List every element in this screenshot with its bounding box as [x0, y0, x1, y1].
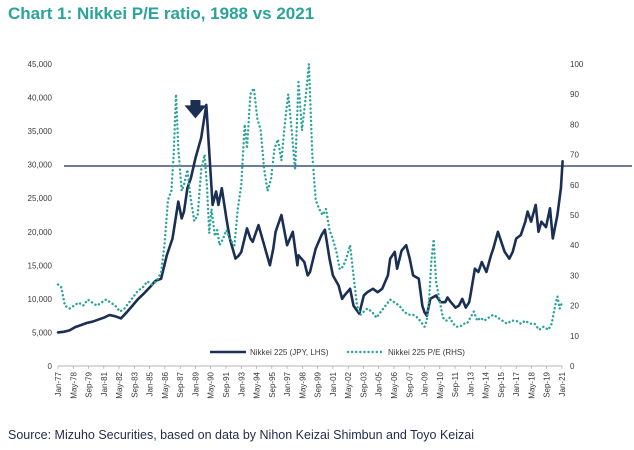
- series-pe-line: [56, 62, 564, 331]
- x-tick-label: May-06: [390, 371, 399, 398]
- annotation-layer: [184, 100, 207, 119]
- chart-svg: 0 5,000 10,000 15,000 20,000 25,000 30,000 35,0…: [28, 60, 632, 399]
- series-layer: [56, 62, 564, 334]
- x-tick-label: May-86: [161, 371, 170, 398]
- source-note: Source: Mizuho Securities, based on data…: [8, 428, 475, 442]
- x-tick-label: Jan-09: [421, 371, 430, 396]
- y-left-tick-label: 45,000: [28, 60, 53, 69]
- y-right-tick-label: 0: [570, 362, 575, 371]
- x-tick-label: May-82: [115, 371, 124, 398]
- x-tick-label: Sep-03: [359, 371, 368, 397]
- y-right-tick-label: 10: [570, 332, 579, 341]
- x-tick-label: Sep-87: [176, 371, 185, 397]
- x-tick-label: Sep-11: [451, 371, 460, 397]
- y-left-tick-label: 25,000: [28, 194, 53, 203]
- y-right-tick-label: 30: [570, 271, 579, 280]
- y-right-tick-label: 40: [570, 241, 579, 250]
- x-tick-label: May-98: [298, 371, 307, 398]
- y-right-tick-label: 80: [570, 120, 579, 129]
- series-nikkei-line: [56, 103, 564, 334]
- y-left-tick-label: 5,000: [32, 328, 53, 337]
- axes-layer: 0 5,000 10,000 15,000 20,000 25,000 30,000 35,0…: [28, 60, 632, 399]
- legend-layer: Nikkei 225 (JPY, LHS) Nikkei 225 P/E (RHS…: [210, 348, 465, 357]
- x-tick-label: Sep-91: [222, 371, 231, 397]
- x-tick-label: May-90: [207, 371, 216, 398]
- x-tick-label: Sep-07: [405, 371, 414, 397]
- chart-title: Chart 1: Nikkei P/E ratio, 1988 vs 2021: [8, 4, 315, 23]
- y-right-tick-label: 60: [570, 181, 579, 190]
- y-right-tick-label: 100: [570, 60, 584, 69]
- y-right-tick-label: 50: [570, 211, 579, 220]
- y-right-tick-label: 70: [570, 151, 579, 160]
- x-tick-label: Sep-79: [85, 371, 94, 397]
- x-tick-label: May-10: [436, 371, 445, 398]
- x-tick-label: Jan-13: [466, 371, 475, 396]
- x-tick-label: May-14: [482, 371, 491, 398]
- x-tick-label: May-18: [527, 371, 536, 398]
- x-tick-label: May-78: [69, 371, 78, 398]
- legend-label-nikkei: Nikkei 225 (JPY, LHS): [250, 348, 329, 357]
- x-tick-label: May-94: [253, 371, 262, 398]
- x-tick-label: Jan-89: [191, 371, 200, 396]
- y-left-tick-label: 20,000: [28, 228, 53, 237]
- x-tick-label: Sep-15: [497, 371, 506, 397]
- y-left-tick-label: 40,000: [28, 94, 53, 103]
- x-tick-label: Sep-95: [268, 371, 277, 397]
- y-left-tick-label: 10,000: [28, 295, 53, 304]
- y-right-tick-label: 90: [570, 90, 579, 99]
- legend-label-pe: Nikkei 225 P/E (RHS): [388, 348, 465, 357]
- x-tick-label: Jan-77: [54, 371, 63, 396]
- x-tick-label: May-02: [344, 371, 353, 398]
- annotation-arrow-shaft: [190, 100, 201, 107]
- x-tick-label: Jan-97: [283, 371, 292, 396]
- x-tick-label: Jan-01: [329, 371, 338, 396]
- x-tick-label: Jan-85: [146, 371, 155, 396]
- x-tick-label: Jan-21: [558, 371, 567, 396]
- y-left-tick-label: 35,000: [28, 127, 53, 136]
- y-left-tick-label: 0: [48, 362, 53, 371]
- x-tick-label: Sep-19: [543, 371, 552, 397]
- x-tick-label: Jan-05: [375, 371, 384, 396]
- x-tick-label: Jan-17: [512, 371, 521, 396]
- x-tick-label: Sep-99: [314, 371, 323, 397]
- y-left-tick-label: 15,000: [28, 261, 53, 270]
- y-left-tick-label: 30,000: [28, 161, 53, 170]
- annotation-arrow-head: [184, 105, 207, 119]
- x-tick-label: Jan-81: [100, 371, 109, 396]
- x-tick-label: Jan-93: [237, 371, 246, 396]
- x-tick-label: Sep-83: [130, 371, 139, 397]
- y-right-tick-label: 20: [570, 302, 579, 311]
